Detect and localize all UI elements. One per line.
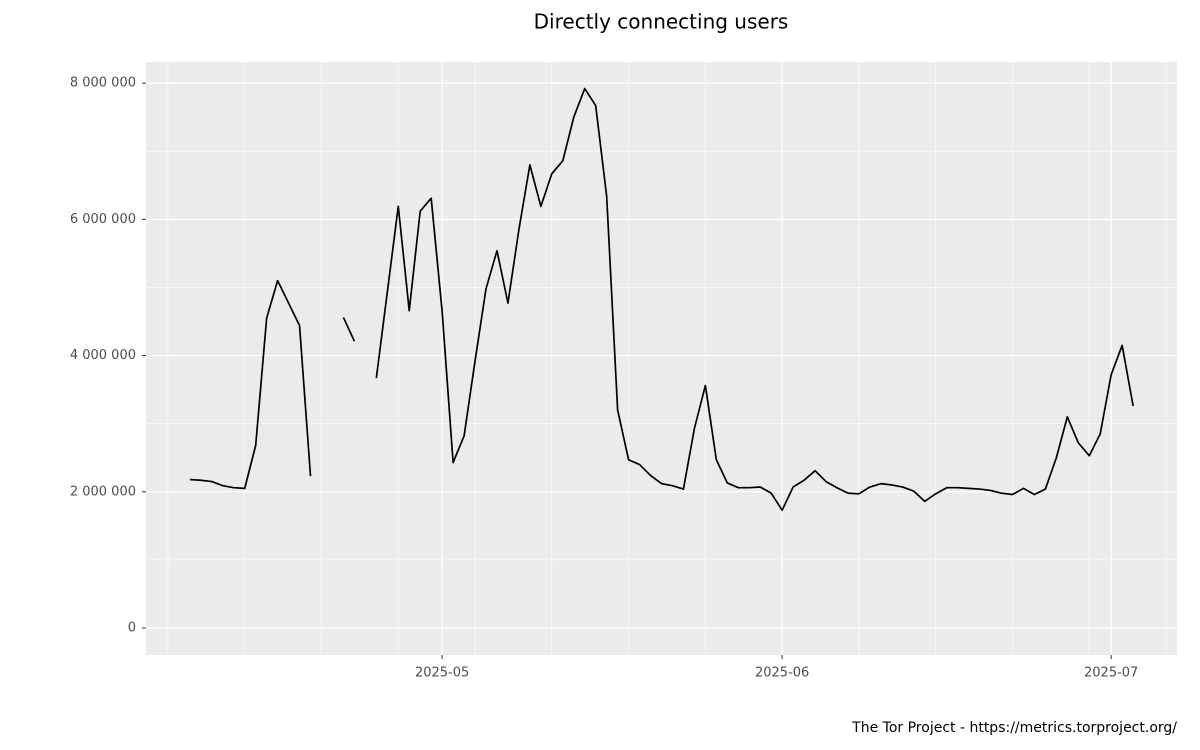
- x-tick-label: 2025-07: [1084, 666, 1138, 681]
- y-tick-label: 6 000 000: [70, 212, 136, 227]
- x-tick-label: 2025-05: [415, 666, 469, 681]
- panel: [146, 62, 1177, 655]
- y-tick-label: 4 000 000: [70, 348, 136, 363]
- y-tick-label: 0: [128, 621, 136, 636]
- y-tick-label: 2 000 000: [70, 484, 136, 499]
- x-tick-label: 2025-06: [755, 666, 809, 681]
- y-tick-label: 8 000 000: [70, 76, 136, 91]
- line: [375, 87, 1134, 512]
- line: [189, 279, 312, 490]
- chart-title: Directly connecting users: [534, 10, 789, 34]
- line: [342, 317, 356, 342]
- caption: The Tor Project - https://metrics.torpro…: [851, 720, 1177, 736]
